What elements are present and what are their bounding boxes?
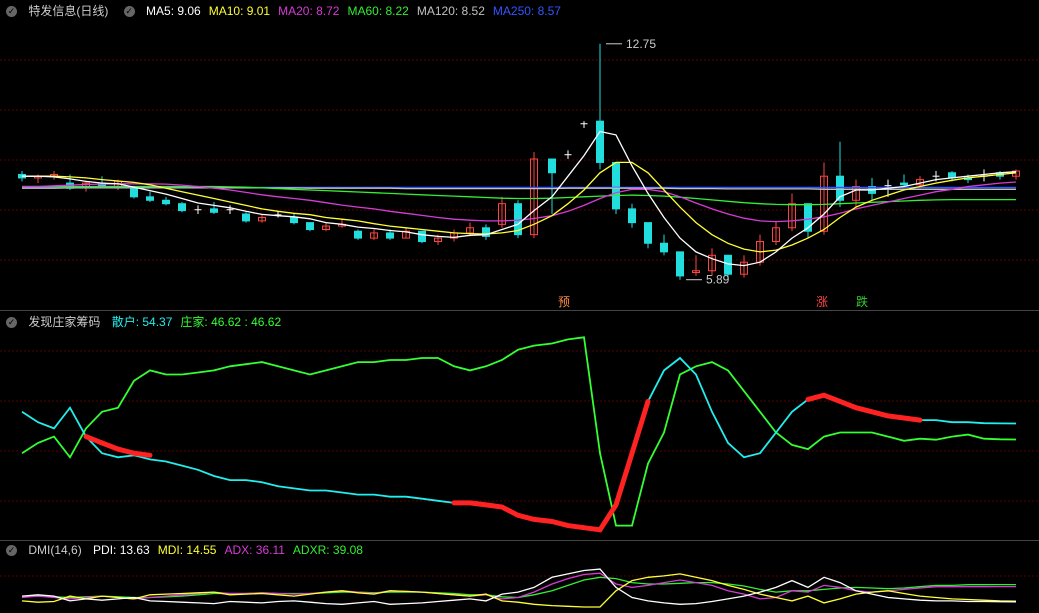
main-title: 特发信息(日线) [28, 4, 108, 18]
candlestick-chart[interactable]: 12.75 5.89 预 涨 跌 [0, 0, 1039, 310]
indicator-chart[interactable] [0, 311, 1039, 541]
toggle-icon[interactable]: ✓ [6, 6, 17, 17]
toggle-icon[interactable]: ✓ [6, 545, 17, 556]
svg-text:5.89: 5.89 [706, 273, 730, 287]
bot-legend: ✓ DMI(14,6) PDI: 13.63MDI: 14.55ADX: 36.… [6, 543, 379, 557]
main-legend: ✓ 特发信息(日线) ✓ MA5: 9.06MA10: 9.01MA20: 8.… [6, 2, 577, 19]
mid-panel[interactable]: ✓ 发现庄家筹码 散户: 54.37庄家: 46.62 : 46.62 [0, 310, 1039, 541]
mid-legend: ✓ 发现庄家筹码 散户: 54.37庄家: 46.62 : 46.62 [6, 313, 297, 330]
bot-panel[interactable]: ✓ DMI(14,6) PDI: 13.63MDI: 14.55ADX: 36.… [0, 540, 1039, 613]
main-panel[interactable]: ✓ 特发信息(日线) ✓ MA5: 9.06MA10: 9.01MA20: 8.… [0, 0, 1039, 310]
svg-text:预: 预 [558, 295, 570, 309]
bot-title: DMI(14,6) [28, 543, 81, 557]
toggle-icon[interactable]: ✓ [124, 6, 135, 17]
svg-text:12.75: 12.75 [626, 37, 656, 51]
svg-text:涨: 涨 [816, 294, 828, 309]
svg-text:跌: 跌 [856, 294, 868, 309]
toggle-icon[interactable]: ✓ [6, 317, 17, 328]
mid-title: 发现庄家筹码 [28, 315, 100, 329]
